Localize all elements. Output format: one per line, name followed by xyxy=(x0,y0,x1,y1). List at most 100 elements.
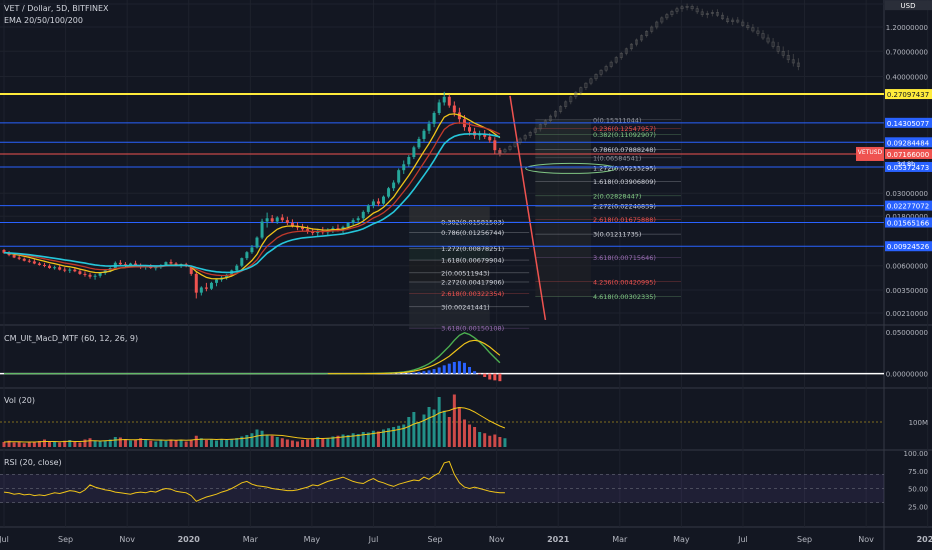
candle-body xyxy=(53,267,57,269)
symbol-title[interactable]: VET / Dollar, 5D, BITFINEX xyxy=(4,4,109,13)
fib-label: 0.786(0.01256744) xyxy=(441,229,504,237)
volume-bar xyxy=(275,437,279,447)
projection-body xyxy=(741,21,745,26)
fib-label: 2.618(0.00322354) xyxy=(441,290,504,298)
volume-bar xyxy=(265,434,269,447)
candle-body xyxy=(7,252,11,256)
volume-bar xyxy=(478,432,482,447)
volume-bar xyxy=(164,441,168,447)
macd-signal-line xyxy=(327,339,501,375)
volume-bar xyxy=(295,441,299,447)
volume-bar xyxy=(255,429,259,447)
time-tick-label: 2020 xyxy=(178,535,201,544)
volume-bar xyxy=(270,435,274,447)
volume-bar xyxy=(457,407,461,447)
candle-body xyxy=(392,182,396,189)
fib-label: 4.618(0.00302335) xyxy=(593,293,656,301)
vol-level-label: 100M xyxy=(909,419,928,427)
fib-label: 4.236(0.00420995) xyxy=(593,278,656,286)
fib-label: 0.236(0.12547957) xyxy=(593,125,656,133)
candle-body xyxy=(493,140,497,151)
volume-bar xyxy=(250,433,254,447)
candle-body xyxy=(275,217,279,222)
candle-body xyxy=(407,157,411,165)
volume-bar xyxy=(184,441,188,447)
volume-bar xyxy=(346,435,350,447)
candle-body xyxy=(488,136,492,141)
candle-body xyxy=(129,263,132,266)
ema-fast-line xyxy=(3,113,501,280)
candle-body xyxy=(42,264,46,266)
candle-body xyxy=(12,255,16,258)
candle-body xyxy=(93,275,97,277)
volume-bar xyxy=(32,442,36,447)
candle-body xyxy=(346,222,350,227)
time-tick-label: Jul xyxy=(737,535,748,544)
macd-histogram-bar xyxy=(452,362,456,374)
price-tag-label: 0.01565166 xyxy=(887,220,930,228)
candle-body xyxy=(483,133,487,137)
candle-body xyxy=(387,188,391,197)
volume-bar xyxy=(194,435,198,447)
volume-bar xyxy=(78,442,82,447)
time-tick-label: Mar xyxy=(612,535,628,544)
volume-bar xyxy=(397,425,401,447)
volume-bar xyxy=(179,440,183,447)
candle-body xyxy=(48,265,52,269)
macd-histogram-bar xyxy=(447,363,451,374)
time-tick-label: May xyxy=(304,535,321,544)
volume-bar xyxy=(22,443,26,447)
macd-histogram-bar xyxy=(397,373,401,374)
volume-bar xyxy=(371,430,375,447)
fib-label: 0.382(0.11092907) xyxy=(593,131,656,139)
volume-bar xyxy=(493,434,497,447)
candle-body xyxy=(245,252,249,259)
rsi-title[interactable]: RSI (20, close) xyxy=(4,458,62,467)
macd-histogram-bar xyxy=(442,365,446,374)
volume-bar xyxy=(260,430,264,447)
volume-bar xyxy=(159,440,163,447)
price-tag-label: 0.00924526 xyxy=(887,243,930,251)
price-tag xyxy=(885,200,932,211)
rsi-level-label: 100.00 xyxy=(904,450,929,458)
candle-body xyxy=(154,267,158,269)
candle-body xyxy=(351,220,355,223)
price-candles xyxy=(2,3,800,299)
ema-slow-line xyxy=(3,133,501,274)
ema-indicator-title[interactable]: EMA 20/50/100/200 xyxy=(4,16,83,25)
price-tick-label: 1.20000000 xyxy=(886,24,928,32)
time-tick-label: May xyxy=(673,535,690,544)
fib-label: 0.786(0.07888248) xyxy=(593,146,656,154)
ema-mid-line xyxy=(3,122,501,277)
candle-body xyxy=(412,147,416,158)
candle-body xyxy=(204,287,208,289)
candle-body xyxy=(17,257,21,259)
projection-body xyxy=(670,11,674,15)
candle-body xyxy=(452,105,456,113)
candle-body xyxy=(457,112,461,120)
volume-bar xyxy=(88,438,92,447)
volume-bar xyxy=(2,442,6,447)
price-tag xyxy=(885,137,932,148)
volume-bar xyxy=(245,435,249,447)
volume-bar xyxy=(366,432,370,447)
macd-title[interactable]: CM_Ult_MacD_MTF (60, 12, 26, 9) xyxy=(4,334,139,343)
volume-bar xyxy=(503,438,507,447)
volume-bar xyxy=(417,422,421,447)
candle-body xyxy=(397,170,401,183)
projection-body xyxy=(619,52,623,58)
volume-bar xyxy=(361,432,365,447)
candle-body xyxy=(301,227,305,230)
volume-bar xyxy=(129,440,132,447)
projection-body xyxy=(579,87,583,93)
candle-body xyxy=(376,201,380,204)
vol-title[interactable]: Vol (20) xyxy=(4,396,35,405)
volume-bar xyxy=(113,437,117,447)
volume-bar xyxy=(321,438,325,447)
candle-body xyxy=(250,247,254,253)
volume-bar xyxy=(351,433,355,447)
price-tag xyxy=(885,117,932,128)
candle-body xyxy=(280,217,284,221)
